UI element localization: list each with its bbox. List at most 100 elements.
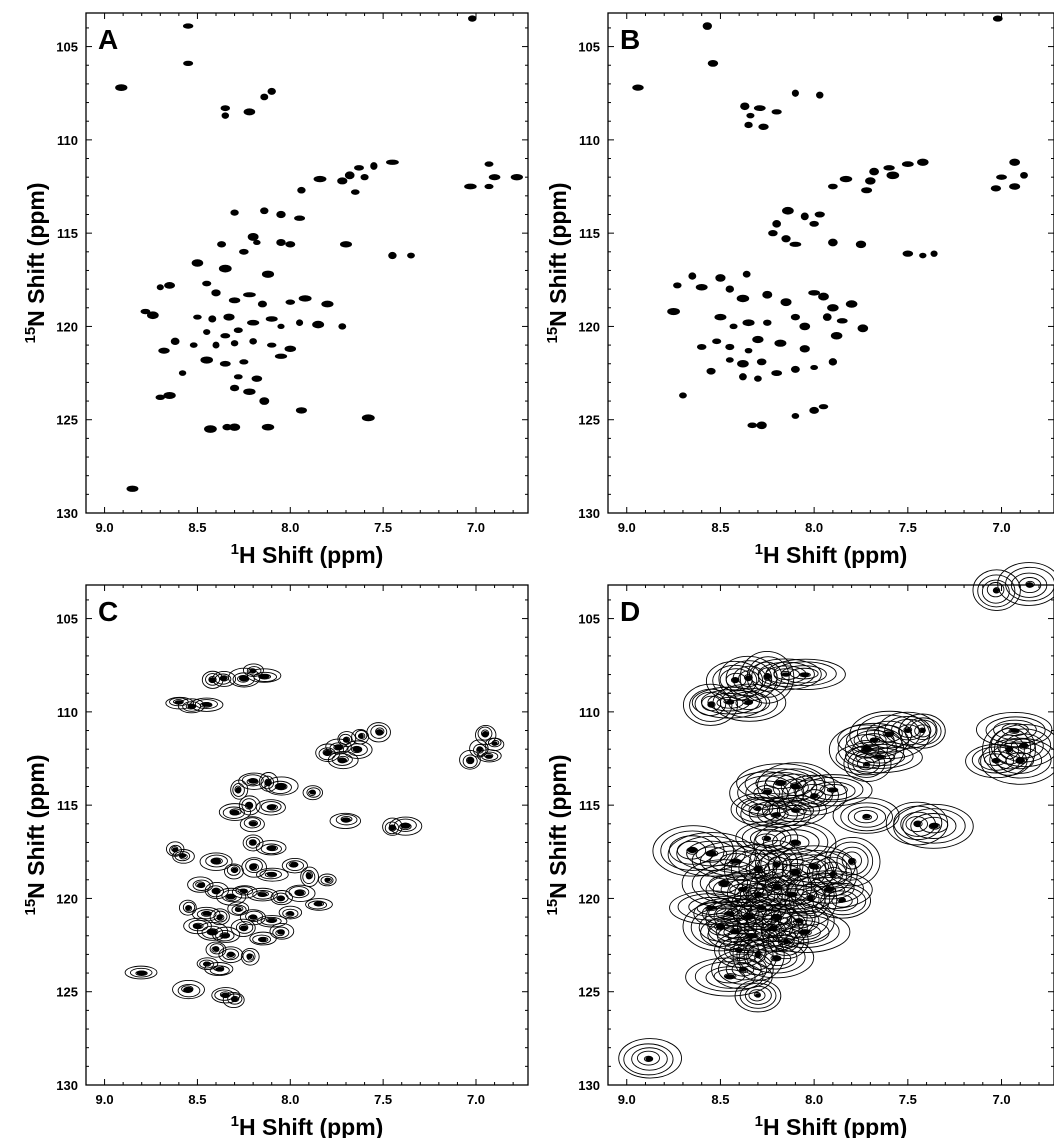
peak	[231, 996, 239, 1002]
peak-contour	[772, 829, 820, 856]
y-axis-label: 15N Shift (ppm)	[544, 182, 571, 343]
peak-contour	[199, 852, 233, 871]
peak-contour	[224, 863, 244, 880]
peak-contour	[315, 743, 341, 762]
peak-contour	[256, 867, 289, 882]
peak	[284, 345, 297, 352]
peak-contour	[723, 925, 749, 939]
peaks-group	[115, 15, 524, 492]
peak-contour	[245, 858, 263, 874]
peak	[828, 238, 838, 247]
peak-contour	[320, 875, 334, 885]
peak-contour	[165, 696, 194, 710]
peak-contour	[246, 666, 262, 676]
peak	[189, 342, 198, 348]
peak	[756, 421, 767, 430]
peak	[758, 123, 769, 130]
peak	[706, 367, 716, 375]
peak-contour	[757, 661, 815, 687]
peak-contour	[221, 889, 243, 903]
peak	[370, 162, 378, 170]
peak	[350, 189, 360, 195]
peak-contour	[972, 569, 1021, 611]
x-axis-label-sup: 1	[755, 1113, 763, 1130]
peak-contour	[789, 667, 819, 680]
peak	[178, 370, 187, 376]
peak-contour	[475, 724, 497, 746]
x-tick-label: 7.5	[374, 520, 392, 535]
peak-contour	[230, 918, 256, 937]
y-tick-label: 110	[57, 705, 78, 720]
peak	[220, 933, 230, 939]
panel-letter: C	[98, 596, 118, 627]
peak	[215, 966, 225, 972]
peak-contour	[240, 947, 260, 966]
peak	[464, 183, 477, 190]
peak-contour	[748, 989, 766, 1002]
peak	[848, 857, 856, 865]
peak	[799, 929, 811, 935]
peak	[260, 93, 269, 101]
peak-contour	[719, 853, 752, 868]
peak-contour	[976, 712, 1053, 748]
peak	[799, 672, 810, 677]
peak-contour	[977, 574, 1016, 608]
peak-contour	[370, 724, 388, 739]
y-tick-label: 110	[579, 133, 600, 148]
peak-contour	[801, 776, 864, 803]
peak	[229, 384, 240, 392]
peak-contour	[318, 747, 336, 761]
peak-contour	[829, 841, 874, 881]
peak-contour	[860, 733, 887, 747]
peak-contour	[196, 957, 219, 970]
peak	[772, 219, 781, 228]
peak-contour	[841, 851, 862, 870]
peak	[827, 304, 839, 312]
peaks-group	[618, 562, 1054, 1079]
peak-contour	[919, 816, 949, 834]
peak	[163, 391, 176, 399]
peak	[667, 307, 680, 316]
peak	[285, 299, 296, 305]
peak	[1009, 158, 1020, 166]
peak	[258, 937, 267, 942]
peak-contour	[980, 737, 1054, 785]
peak-contour	[260, 843, 282, 855]
peak-contour	[843, 745, 892, 782]
peak-contour	[810, 781, 856, 801]
x-tick-label: 8.5	[711, 520, 729, 535]
peak	[266, 845, 277, 851]
peak-contour	[755, 845, 799, 884]
panel-c: 9.0 8.5 8.0 7.5 7.0 105 110 115 120 125 130 1H Shif…	[0, 572, 532, 1138]
peak	[294, 215, 306, 221]
peak	[901, 161, 914, 167]
peak	[170, 337, 180, 346]
peak-contour	[676, 835, 746, 871]
y-tick-label: 105	[56, 40, 78, 55]
peak	[1025, 582, 1034, 588]
peak-contour	[623, 1043, 674, 1076]
peak-contour	[285, 884, 316, 902]
peak-contour	[724, 940, 754, 962]
peak-contour	[989, 741, 1052, 779]
peak-contour	[757, 804, 798, 825]
peak	[220, 333, 231, 339]
peak-contour	[302, 869, 316, 885]
peak	[191, 259, 204, 267]
peak-contour	[199, 959, 215, 969]
peak	[289, 862, 299, 868]
y-tick-label: 125	[56, 413, 78, 428]
peak	[247, 232, 259, 241]
peak	[249, 839, 257, 846]
peak-contour	[246, 887, 278, 902]
peak	[228, 297, 241, 304]
peak-contour	[729, 944, 748, 958]
peak-contour	[783, 804, 807, 817]
peak-contour	[466, 756, 475, 765]
peak	[913, 820, 922, 827]
peak	[217, 241, 227, 248]
peak-contour	[215, 930, 235, 942]
peak	[712, 338, 722, 345]
peak-contour	[230, 779, 249, 800]
